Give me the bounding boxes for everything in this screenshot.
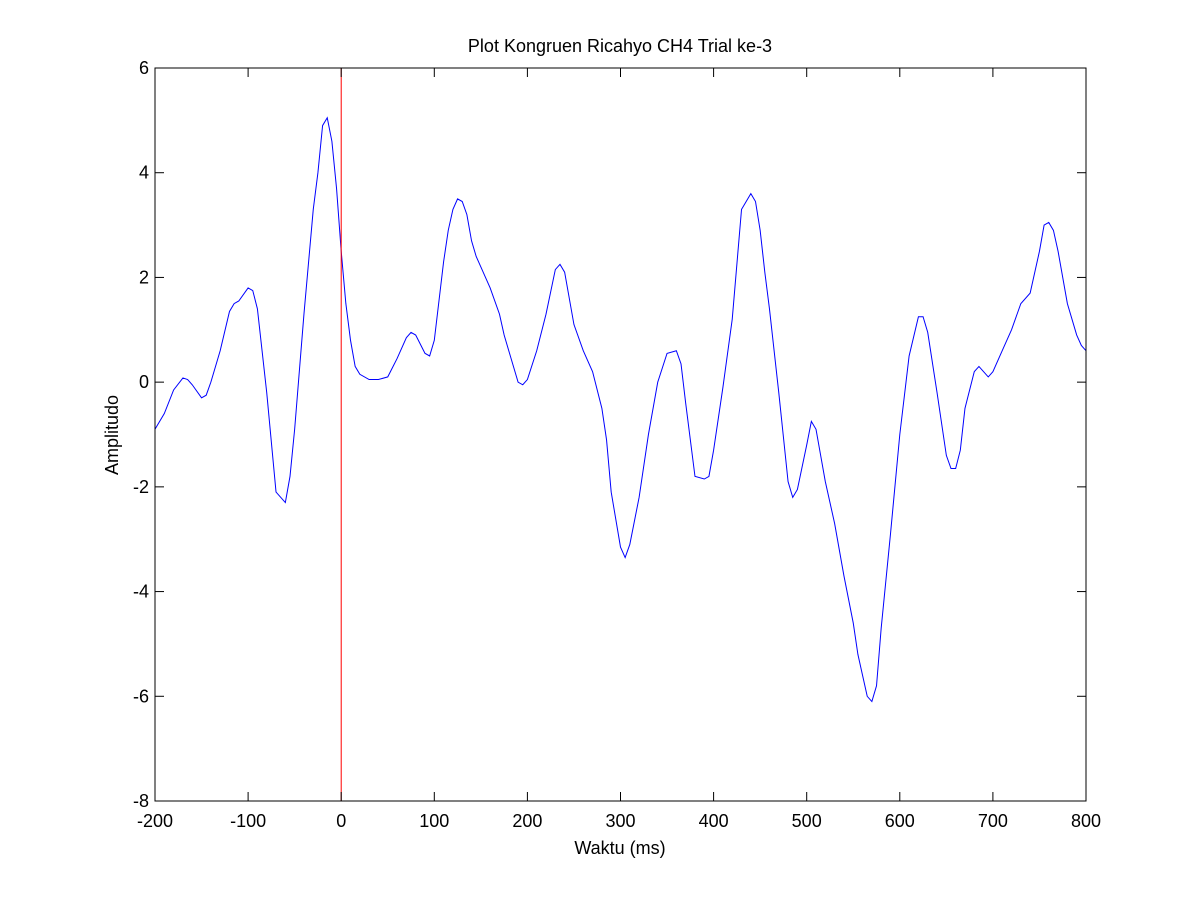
y-tick-label: 0 bbox=[139, 372, 149, 392]
x-axis-label: Waktu (ms) bbox=[574, 838, 665, 858]
y-tick-label: 2 bbox=[139, 267, 149, 287]
x-tick-label: 500 bbox=[792, 811, 822, 831]
x-tick-label: 700 bbox=[978, 811, 1008, 831]
y-tick-label: -8 bbox=[133, 791, 149, 811]
series-layer bbox=[155, 116, 1086, 703]
x-tick-label: 200 bbox=[512, 811, 542, 831]
tick-layer: -200 -100 0 100 200 300 400 500 600 700 800 6 4 2 0 -2 -… bbox=[133, 58, 1101, 831]
x-tick-label: 800 bbox=[1071, 811, 1101, 831]
plot-area bbox=[155, 68, 1086, 801]
chart-title: Plot Kongruen Ricahyo CH4 Trial ke-3 bbox=[468, 36, 772, 56]
y-axis-label: Amplitudo bbox=[102, 395, 122, 475]
x-tick-label: 100 bbox=[419, 811, 449, 831]
y-tick-label: -2 bbox=[133, 477, 149, 497]
x-tick-label: -100 bbox=[230, 811, 266, 831]
x-tick-label: 0 bbox=[336, 811, 346, 831]
series-line-1 bbox=[155, 116, 1086, 703]
y-tick-label: -4 bbox=[133, 582, 149, 602]
x-tick-label: 600 bbox=[885, 811, 915, 831]
x-tick-label: 400 bbox=[699, 811, 729, 831]
x-tick-label: -200 bbox=[137, 811, 173, 831]
x-tick-label: 300 bbox=[605, 811, 635, 831]
y-tick-label: 6 bbox=[139, 58, 149, 78]
y-tick-label: 4 bbox=[139, 163, 149, 183]
y-tick-label: -6 bbox=[133, 686, 149, 706]
